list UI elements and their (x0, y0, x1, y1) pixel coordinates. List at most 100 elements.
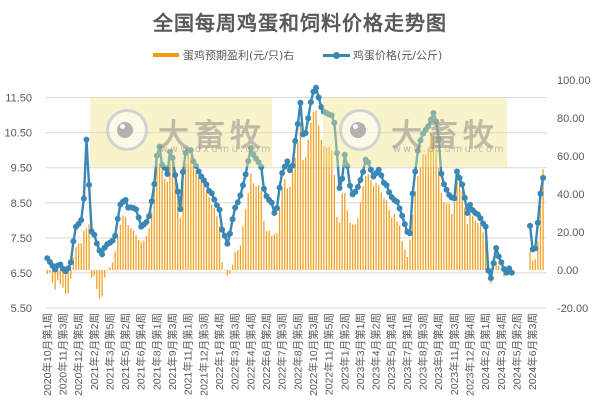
profit-bar (59, 270, 61, 285)
profit-bar (304, 156, 307, 270)
profit-bar (409, 239, 411, 270)
y-axis-right-tick-label: -20.00 (557, 303, 588, 315)
profit-bar (344, 193, 346, 270)
profit-bar (435, 137, 437, 270)
profit-bar (398, 225, 401, 270)
profit-bar (471, 216, 474, 270)
profit-bar (325, 147, 328, 270)
x-axis-tick-label: 2023年7月第1周 (401, 313, 414, 390)
profit-bar (451, 213, 453, 270)
profit-bar (263, 220, 265, 270)
x-axis-tick-label: 2022年8月第5周 (291, 313, 304, 390)
egg-price-marker (99, 251, 106, 258)
profit-bar (111, 262, 114, 270)
profit-bar (184, 163, 187, 270)
profit-bar (378, 185, 380, 270)
egg-price-marker (135, 214, 142, 221)
profit-bar (539, 190, 542, 270)
profit-bar (391, 217, 393, 270)
profit-bar (203, 182, 205, 270)
profit-bar (278, 208, 281, 270)
egg-price-marker (344, 162, 351, 169)
egg-price-marker (172, 172, 179, 179)
egg-price-marker (242, 171, 249, 178)
profit-bar (537, 241, 539, 270)
legend-label-profit: 蛋鸡预期盈利(元/只)右 (183, 49, 295, 62)
profit-bar (49, 270, 51, 273)
profit-bar (132, 230, 135, 270)
profit-bar (200, 179, 202, 270)
profit-bar (96, 270, 98, 289)
egg-price-marker (315, 94, 322, 101)
egg-price-marker (456, 174, 463, 181)
profit-bar (417, 175, 419, 270)
profit-bar (156, 156, 158, 270)
x-axis-tick-label: 2021年6月第4周 (135, 313, 148, 390)
profit-bar (529, 251, 531, 270)
egg-price-marker (156, 143, 163, 150)
profit-bar (281, 188, 283, 270)
profit-bar (213, 208, 215, 270)
egg-price-marker (148, 198, 155, 205)
egg-price-marker (467, 201, 474, 208)
profit-bar (70, 270, 72, 279)
egg-price-marker (367, 166, 374, 173)
egg-price-marker (336, 185, 343, 192)
profit-bar (153, 189, 155, 270)
x-axis-tick-label: 2024年6月第3周 (526, 313, 539, 390)
egg-price-marker (190, 158, 197, 165)
egg-price-marker (354, 183, 361, 190)
y-axis-right-tick-label: 0.00 (557, 265, 578, 277)
egg-price-marker (114, 215, 121, 222)
profit-bar (419, 167, 422, 270)
egg-price-marker (477, 215, 484, 222)
egg-price-marker (221, 232, 228, 239)
profit-bar (312, 111, 315, 270)
x-axis-tick-label: 2022年7月第3周 (276, 313, 289, 390)
profit-bar (237, 250, 239, 270)
profit-bar (351, 224, 354, 270)
egg-price-marker (219, 226, 226, 233)
profit-bar (453, 201, 456, 270)
egg-price-marker (258, 163, 265, 170)
egg-price-marker (208, 190, 215, 197)
profit-bar (106, 269, 108, 270)
profit-bar (336, 216, 338, 270)
egg-price-marker (240, 182, 247, 189)
egg-price-marker (166, 148, 173, 155)
legend-item-price: 鸡蛋价格(元/公斤) (323, 47, 442, 63)
egg-price-marker (339, 175, 346, 182)
egg-price-marker (508, 269, 515, 276)
egg-price-marker (307, 99, 314, 106)
profit-bar (177, 184, 179, 270)
profit-bar (135, 235, 137, 270)
profit-bar (57, 270, 59, 281)
egg-price-marker (143, 219, 150, 226)
profit-bar (466, 223, 469, 270)
x-axis-tick-label: 2022年3月第3周 (229, 313, 242, 390)
egg-price-marker (292, 138, 299, 145)
profit-bar (91, 270, 93, 278)
profit-bar (158, 166, 161, 270)
profit-bar (401, 241, 403, 270)
profit-bar (359, 202, 362, 270)
egg-price-marker (490, 260, 497, 267)
profit-bar (260, 191, 262, 270)
profit-bar (532, 260, 534, 270)
profit-bar (328, 146, 330, 270)
egg-price-marker (284, 158, 291, 165)
egg-price-marker (78, 216, 85, 223)
x-axis-tick-label: 2020年11月第3周 (57, 313, 70, 395)
profit-bar (438, 167, 440, 270)
egg-price-marker (133, 206, 140, 213)
profit-bar (289, 186, 291, 270)
egg-price-marker (260, 185, 267, 192)
egg-price-marker (146, 213, 153, 220)
profit-bar (372, 185, 375, 270)
profit-bar (370, 180, 372, 270)
profit-bar (75, 247, 77, 270)
chart-title: 全国每周鸡蛋和饲料价格走势图 (153, 11, 447, 35)
profit-bar (383, 198, 385, 270)
egg-price-marker (464, 209, 471, 216)
egg-price-marker (438, 170, 445, 177)
